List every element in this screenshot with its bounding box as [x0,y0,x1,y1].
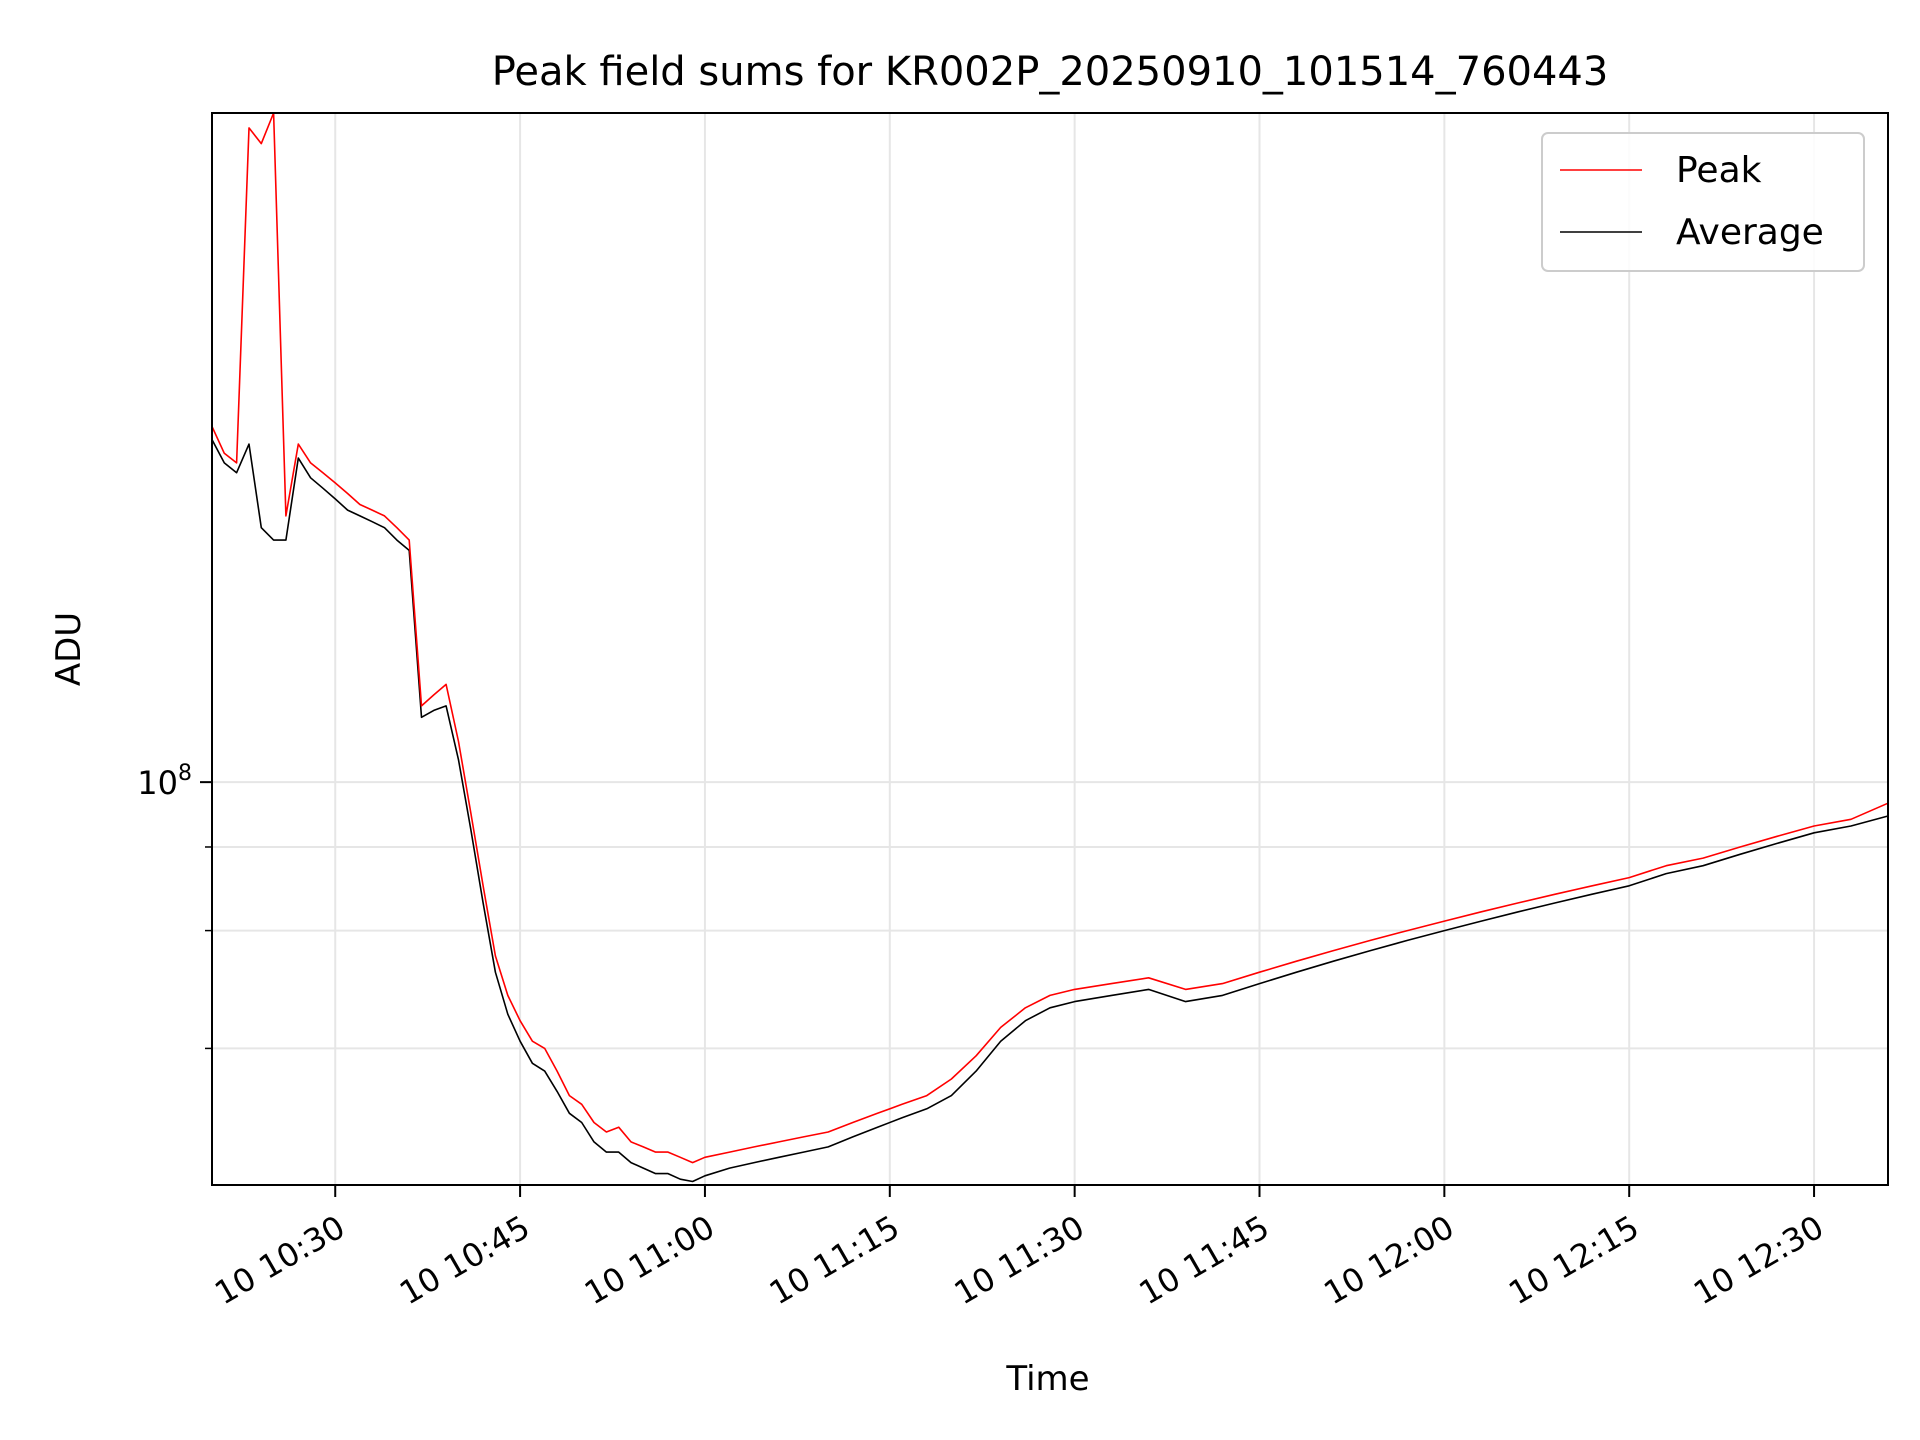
y-tick-label: 108 [137,761,192,802]
y-axis-label: ADU [49,612,89,686]
chart-title: Peak field sums for KR002P_20250910_1015… [492,49,1609,95]
legend: Peak Average [1541,132,1865,272]
plot-frame [211,112,1889,1186]
x-axis-label: Time [1005,1359,1089,1399]
grid-lines [212,113,1888,1185]
series-line-peak [211,112,1889,1164]
legend-box [1541,132,1865,272]
legend-entry-average: Average [1676,212,1824,253]
legend-entry-peak: Peak [1676,150,1762,191]
series-line-average [211,439,1889,1183]
series-lines [211,112,1889,1183]
